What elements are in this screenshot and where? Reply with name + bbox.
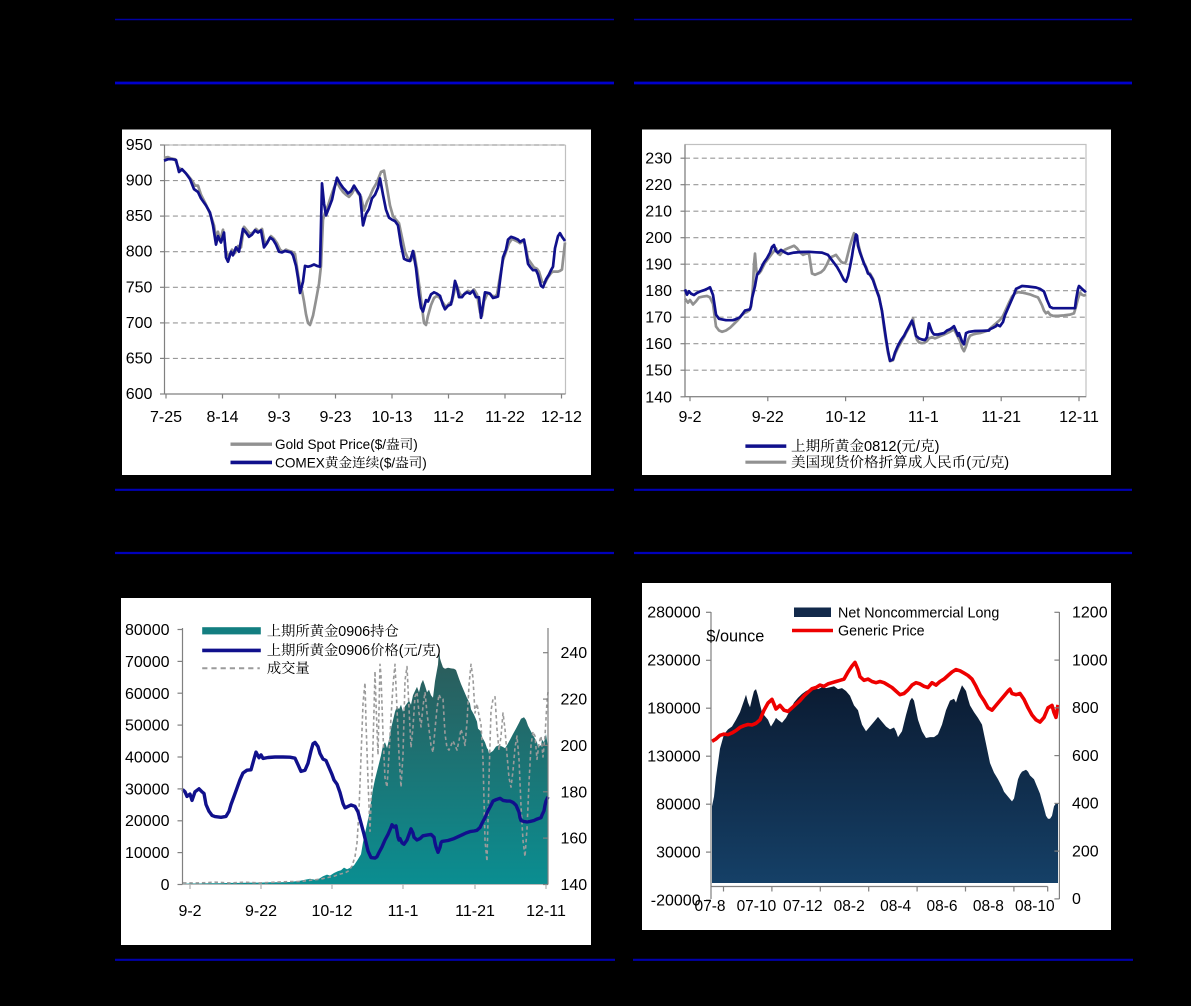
svg-text:800: 800 xyxy=(126,244,153,261)
svg-text:12-11: 12-11 xyxy=(526,903,566,920)
svg-text:240: 240 xyxy=(561,645,588,662)
svg-text:150: 150 xyxy=(645,363,672,380)
svg-text:180000: 180000 xyxy=(647,700,700,717)
svg-text:/: / xyxy=(986,455,991,471)
svg-text:9-23: 9-23 xyxy=(319,409,351,426)
svg-text:): ) xyxy=(422,455,427,470)
svg-text:40000: 40000 xyxy=(125,750,170,767)
svg-text:900: 900 xyxy=(126,173,153,190)
svg-text:11-21: 11-21 xyxy=(981,409,1021,426)
svg-text:0812(: 0812( xyxy=(864,439,901,455)
svg-text:08-2: 08-2 xyxy=(834,898,865,915)
svg-text:230: 230 xyxy=(645,151,672,168)
svg-text:(: ( xyxy=(966,455,971,471)
svg-text:10000: 10000 xyxy=(125,845,170,862)
svg-text:0: 0 xyxy=(161,877,170,894)
svg-text:210: 210 xyxy=(645,204,672,221)
svg-text:COMEX: COMEX xyxy=(275,455,325,470)
svg-text:): ) xyxy=(935,439,940,455)
svg-text:07-10: 07-10 xyxy=(737,898,777,915)
svg-text:10-12: 10-12 xyxy=(312,903,353,920)
svg-text:130000: 130000 xyxy=(647,748,700,765)
svg-text:11-1: 11-1 xyxy=(388,903,419,920)
svg-text:10-12: 10-12 xyxy=(825,409,866,426)
svg-text:650: 650 xyxy=(126,350,153,367)
svg-text:08-8: 08-8 xyxy=(973,898,1004,915)
svg-text:12-12: 12-12 xyxy=(541,409,582,426)
svg-text:200: 200 xyxy=(645,230,672,247)
svg-text:280000: 280000 xyxy=(647,605,700,622)
svg-text:30000: 30000 xyxy=(125,781,170,798)
svg-text:-20000: -20000 xyxy=(651,892,701,909)
svg-text:220: 220 xyxy=(645,177,672,194)
svg-text:1200: 1200 xyxy=(1072,605,1108,622)
svg-text:850: 850 xyxy=(126,208,153,225)
svg-text:0906: 0906 xyxy=(338,624,370,640)
svg-text:800: 800 xyxy=(1072,700,1099,717)
svg-text:30000: 30000 xyxy=(656,844,701,861)
svg-text:08-10: 08-10 xyxy=(1015,898,1055,915)
svg-text:1000: 1000 xyxy=(1072,652,1108,669)
svg-text:07-8: 07-8 xyxy=(694,898,725,915)
svg-text:70000: 70000 xyxy=(125,654,170,671)
svg-text:Generic Price: Generic Price xyxy=(838,624,925,640)
svg-text:11-21: 11-21 xyxy=(455,903,495,920)
svg-text:12-11: 12-11 xyxy=(1059,409,1099,426)
svg-text:9-2: 9-2 xyxy=(678,409,701,426)
svg-text:80000: 80000 xyxy=(656,796,701,813)
svg-text:140: 140 xyxy=(645,389,672,406)
svg-text:/: / xyxy=(916,439,921,455)
svg-text:190: 190 xyxy=(645,257,672,274)
svg-text:8-14: 8-14 xyxy=(206,409,238,426)
svg-text:08-4: 08-4 xyxy=(880,898,911,915)
svg-text:160: 160 xyxy=(645,336,672,353)
svg-text:60000: 60000 xyxy=(125,686,170,703)
svg-text:180: 180 xyxy=(645,283,672,300)
svg-text:200: 200 xyxy=(561,738,588,755)
svg-text:140: 140 xyxy=(561,877,588,894)
svg-text:160: 160 xyxy=(561,831,588,848)
svg-text:($/: ($/ xyxy=(379,455,395,470)
svg-text:$/ounce: $/ounce xyxy=(706,628,764,646)
svg-text:50000: 50000 xyxy=(125,718,170,735)
svg-text:): ) xyxy=(436,643,441,659)
svg-text:11-1: 11-1 xyxy=(908,409,939,426)
svg-text:600: 600 xyxy=(1072,748,1099,765)
svg-text:9-22: 9-22 xyxy=(752,409,784,426)
svg-text:9-22: 9-22 xyxy=(245,903,277,920)
svg-text:0906: 0906 xyxy=(338,643,370,659)
svg-text:200: 200 xyxy=(1072,843,1099,860)
svg-text:700: 700 xyxy=(126,315,153,332)
svg-text:/: / xyxy=(418,643,422,659)
svg-text:220: 220 xyxy=(561,692,588,709)
svg-text:170: 170 xyxy=(645,310,672,327)
svg-text:10-13: 10-13 xyxy=(372,409,413,426)
svg-text:11-22: 11-22 xyxy=(485,409,525,426)
svg-text:600: 600 xyxy=(126,386,153,403)
svg-text:9-2: 9-2 xyxy=(178,903,201,920)
svg-text:750: 750 xyxy=(126,279,153,296)
svg-text:Net Noncommercial Long: Net Noncommercial Long xyxy=(838,606,999,622)
svg-text:950: 950 xyxy=(126,137,153,154)
svg-text:): ) xyxy=(413,437,418,452)
svg-text:80000: 80000 xyxy=(125,622,170,639)
svg-text:): ) xyxy=(1004,455,1009,471)
svg-text:400: 400 xyxy=(1072,796,1099,813)
svg-text:7-25: 7-25 xyxy=(150,409,182,426)
svg-text:0: 0 xyxy=(1072,891,1081,908)
svg-text:07-12: 07-12 xyxy=(783,898,823,915)
svg-text:20000: 20000 xyxy=(125,813,170,830)
svg-text:9-3: 9-3 xyxy=(267,409,290,426)
svg-text:Gold Spot Price($/: Gold Spot Price($/ xyxy=(275,437,386,452)
svg-text:11-2: 11-2 xyxy=(433,409,464,426)
svg-text:230000: 230000 xyxy=(647,653,700,670)
svg-text:(: ( xyxy=(399,643,404,659)
svg-text:180: 180 xyxy=(561,784,588,801)
svg-text:08-6: 08-6 xyxy=(926,898,957,915)
